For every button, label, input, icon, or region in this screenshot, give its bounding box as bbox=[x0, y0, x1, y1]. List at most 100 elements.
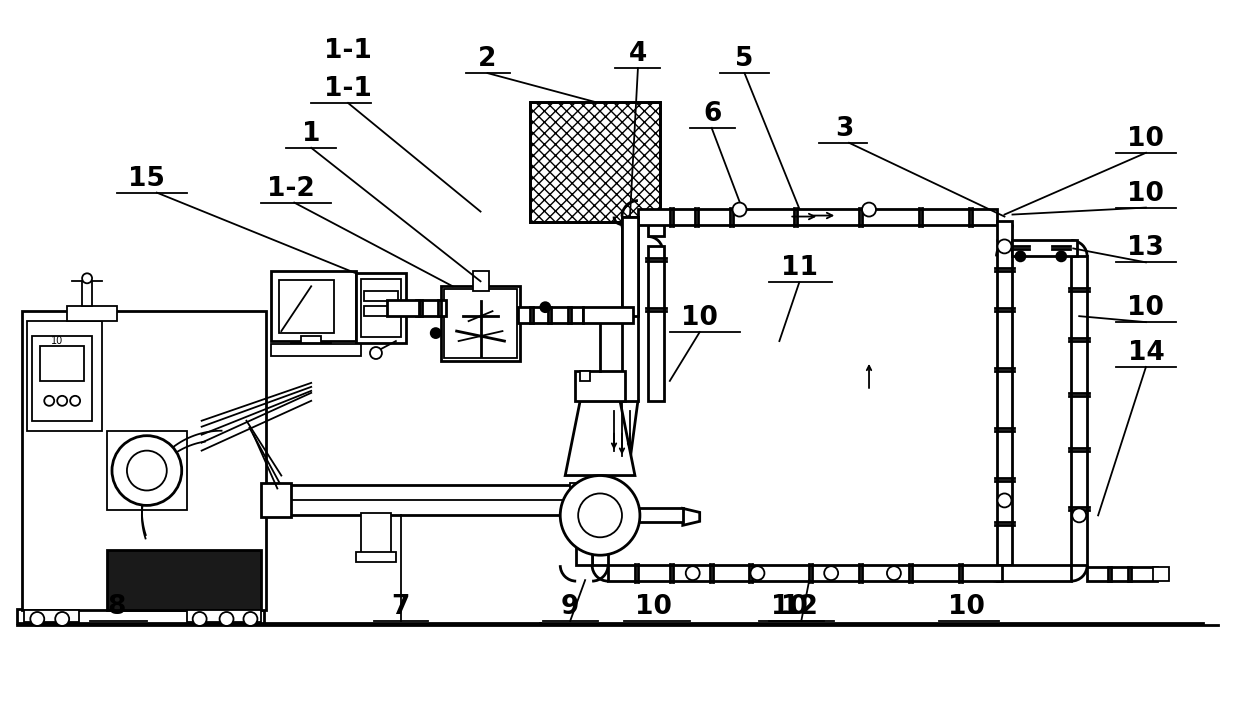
Bar bbox=[1072, 257, 1087, 565]
Text: 1-1: 1-1 bbox=[325, 38, 372, 64]
Bar bbox=[266, 486, 575, 515]
Text: 8: 8 bbox=[108, 594, 126, 620]
Circle shape bbox=[71, 396, 81, 406]
Bar bbox=[271, 344, 361, 356]
Circle shape bbox=[732, 203, 747, 217]
Bar bbox=[570, 483, 590, 518]
Circle shape bbox=[1016, 252, 1026, 262]
Text: 10: 10 bbox=[1127, 181, 1165, 207]
Circle shape bbox=[862, 203, 876, 217]
Circle shape bbox=[219, 612, 233, 626]
Circle shape bbox=[560, 476, 639, 555]
Text: 10: 10 bbox=[1127, 295, 1165, 321]
Text: 12: 12 bbox=[781, 594, 818, 620]
Circle shape bbox=[82, 273, 92, 283]
Bar bbox=[416, 300, 446, 316]
Bar bbox=[82, 282, 92, 306]
Text: 10: 10 bbox=[636, 594, 673, 620]
Bar bbox=[279, 280, 335, 333]
Bar bbox=[580, 371, 590, 381]
Bar bbox=[996, 565, 1072, 581]
Text: 13: 13 bbox=[1127, 235, 1165, 262]
Text: 5: 5 bbox=[735, 46, 753, 72]
Text: 10: 10 bbox=[681, 305, 719, 331]
Text: 9: 9 bbox=[561, 594, 580, 620]
Bar bbox=[364, 292, 398, 301]
Bar bbox=[518, 307, 584, 323]
Circle shape bbox=[112, 436, 182, 506]
Bar bbox=[32, 336, 92, 421]
Bar bbox=[301, 336, 321, 346]
Circle shape bbox=[887, 566, 901, 580]
Bar bbox=[107, 550, 261, 610]
Circle shape bbox=[193, 612, 207, 626]
Bar bbox=[584, 307, 633, 323]
Bar bbox=[530, 102, 660, 222]
Bar bbox=[648, 217, 664, 237]
Text: 7: 7 bbox=[392, 594, 410, 620]
Polygon shape bbox=[565, 401, 634, 476]
Text: 1-2: 1-2 bbox=[268, 176, 315, 202]
Bar bbox=[25, 610, 79, 622]
Bar bbox=[1087, 567, 1157, 581]
Bar bbox=[41, 346, 84, 381]
Bar bbox=[22, 311, 266, 610]
Bar bbox=[361, 513, 390, 557]
Bar bbox=[1012, 240, 1077, 257]
Circle shape bbox=[56, 612, 69, 626]
Text: 15: 15 bbox=[129, 166, 165, 192]
Bar bbox=[361, 279, 401, 337]
Text: 2: 2 bbox=[478, 46, 497, 72]
Text: 3: 3 bbox=[835, 116, 854, 141]
Circle shape bbox=[30, 612, 45, 626]
Text: 4: 4 bbox=[629, 41, 647, 67]
Circle shape bbox=[997, 240, 1011, 253]
Text: 14: 14 bbox=[1127, 340, 1165, 366]
Circle shape bbox=[751, 566, 764, 580]
Bar bbox=[17, 609, 264, 623]
Bar bbox=[592, 510, 608, 565]
Bar bbox=[261, 483, 291, 518]
Bar bbox=[608, 565, 1001, 581]
Polygon shape bbox=[600, 401, 638, 461]
Bar bbox=[575, 371, 624, 401]
Bar bbox=[107, 431, 187, 510]
Bar bbox=[1154, 567, 1168, 581]
Text: 11: 11 bbox=[781, 255, 818, 282]
Circle shape bbox=[685, 566, 700, 580]
Bar bbox=[472, 272, 488, 292]
Text: 1: 1 bbox=[302, 121, 321, 146]
Bar bbox=[444, 289, 518, 358]
Bar bbox=[271, 272, 356, 341]
Circle shape bbox=[244, 612, 258, 626]
Bar bbox=[530, 102, 660, 222]
Bar bbox=[622, 217, 638, 316]
Bar bbox=[648, 247, 664, 401]
Circle shape bbox=[431, 328, 441, 338]
Bar bbox=[638, 208, 996, 225]
Bar bbox=[356, 273, 406, 343]
Bar bbox=[996, 220, 1012, 565]
Bar bbox=[364, 306, 398, 316]
Text: 10: 10 bbox=[948, 594, 985, 620]
Text: 10: 10 bbox=[51, 336, 63, 346]
Bar bbox=[187, 610, 261, 622]
Circle shape bbox=[1072, 508, 1087, 523]
Bar bbox=[356, 552, 396, 562]
Bar bbox=[387, 300, 419, 316]
Bar bbox=[441, 287, 520, 361]
Bar bbox=[622, 217, 638, 401]
Circle shape bbox=[126, 451, 167, 491]
Text: 1-1: 1-1 bbox=[325, 76, 372, 102]
Bar bbox=[27, 321, 102, 431]
Circle shape bbox=[370, 347, 382, 359]
Circle shape bbox=[45, 396, 55, 406]
Circle shape bbox=[579, 493, 622, 538]
Circle shape bbox=[1057, 252, 1067, 262]
Polygon shape bbox=[683, 508, 700, 525]
Text: 10: 10 bbox=[771, 594, 808, 620]
Bar bbox=[67, 306, 116, 321]
Bar bbox=[576, 510, 592, 565]
Circle shape bbox=[997, 493, 1011, 508]
Bar bbox=[291, 343, 331, 351]
